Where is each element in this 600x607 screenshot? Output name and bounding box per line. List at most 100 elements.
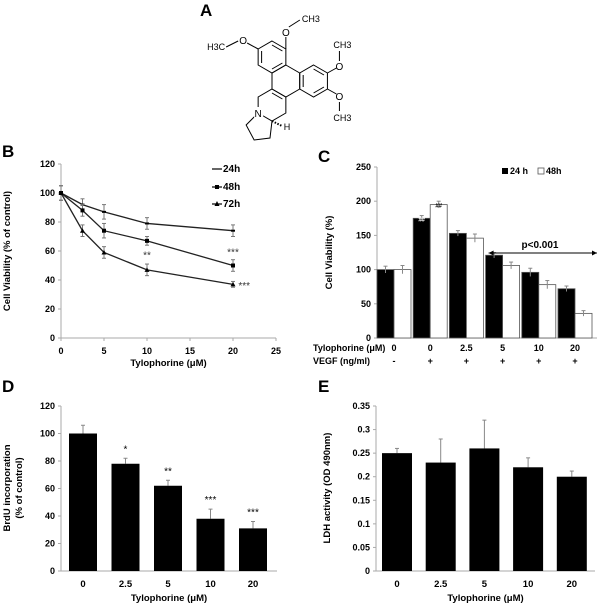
x-tick-label: 25: [271, 346, 281, 356]
bar-20: [239, 528, 267, 571]
oxygen: O: [336, 62, 344, 73]
significance-marker: ***: [227, 247, 239, 258]
y-tick-label: 100: [40, 188, 55, 198]
tylophorine-dose-label: 5: [500, 343, 505, 353]
x-tick-label: 20: [228, 346, 238, 356]
arrow-head-right: [592, 250, 597, 256]
double-bond: [271, 92, 283, 100]
y-tick-label: 200: [356, 196, 371, 206]
significance-marker: ***: [205, 495, 217, 506]
tylophorine-dose-label: 2.5: [460, 343, 473, 353]
double-bond: [271, 44, 283, 52]
bar-48h-20: [574, 312, 593, 339]
bar-24h-2.5: [448, 232, 467, 339]
x-tick-label: 0: [394, 579, 399, 590]
ring-c: [299, 64, 328, 98]
x-tick-label: 20: [248, 579, 259, 590]
tylophorine-structure: [225, 19, 340, 141]
tylophorine-row-label: Tylophorine (μM): [313, 343, 385, 353]
vegf-label: +: [572, 356, 577, 366]
ring-b: [271, 64, 301, 98]
x-axis-label: Tylophorine (μM): [447, 593, 523, 604]
x-axis-label: Tylophorine (μM): [131, 593, 207, 604]
bar-2.5: [425, 462, 456, 571]
y-tick-label: 0.25: [352, 448, 370, 458]
y-tick-label: 20: [45, 304, 55, 314]
x-tick-label: 15: [185, 346, 195, 356]
panel-label-d: D: [2, 377, 14, 396]
x-tick-label: 10: [205, 579, 216, 590]
vegf-label: +: [464, 356, 469, 366]
bar-48h-5: [502, 265, 521, 339]
data-point: [231, 263, 235, 268]
panel-e-y-axis: 0 0.05 0.1 0.15 0.2 0.25 0.3 0.35: [352, 401, 377, 576]
y-axis-label-line2: (% of control): [14, 457, 25, 518]
bar-24h-5: [485, 254, 504, 339]
legend-swatch-48h: [537, 167, 545, 175]
oxygen: O: [282, 28, 290, 39]
n-background: [254, 107, 264, 118]
bar-48h-10: [538, 284, 557, 339]
y-tick-label: 0.1: [357, 519, 370, 529]
legend-label: 24 h: [510, 166, 528, 176]
double-bond: [313, 86, 325, 94]
bar-0: [69, 433, 97, 571]
data-point: [102, 228, 106, 233]
methyl-label: CH3: [333, 40, 351, 50]
tylophorine-dose-label: 0: [391, 343, 396, 353]
vegf-row-label: VEGF (ng/ml): [313, 356, 370, 366]
data-point: [58, 190, 64, 195]
methoxy-bond: [225, 40, 239, 48]
nitrogen-label: N: [255, 109, 262, 120]
x-tick-label: 10: [142, 346, 152, 356]
data-point: [80, 228, 85, 233]
x-tick-label: 5: [165, 579, 171, 590]
y-tick-label: 0.3: [357, 425, 370, 435]
y-tick-label: 250: [356, 162, 371, 172]
tylophorine-dose-label: 0: [428, 343, 433, 353]
tylophorine-dose-label: 20: [570, 343, 580, 353]
y-tick-label: 60: [45, 246, 55, 256]
panel-label-c: C: [318, 147, 330, 166]
ring-a: [257, 40, 287, 74]
bar-24h-0: [376, 269, 395, 339]
methyl-label: CH3: [302, 14, 320, 24]
x-tick-label: 10: [523, 579, 534, 590]
legend-label: 48h: [546, 166, 562, 176]
bar-20: [556, 476, 587, 571]
bar-0: [382, 453, 412, 571]
stereo-bond: [271, 120, 283, 127]
y-tick-label: 0.35: [352, 401, 370, 411]
bar-2.5: [111, 463, 140, 571]
x-tick-label: 2.5: [119, 579, 133, 590]
significance-marker: ***: [247, 508, 259, 519]
data-point: [101, 249, 107, 255]
significance-marker: ##: [435, 204, 442, 210]
legend-swatch-24h: [502, 168, 508, 174]
significance-marker: **: [143, 250, 151, 261]
pyrrolidine-ring: [245, 112, 273, 141]
y-tick-label: 150: [356, 230, 371, 240]
bar-48h-2.5: [465, 237, 484, 339]
x-tick-label: 5: [482, 579, 488, 590]
y-tick-label: 0: [50, 333, 55, 343]
bar-10: [513, 467, 544, 571]
arrow-head-left: [488, 250, 494, 256]
y-tick-label: 50: [361, 299, 371, 309]
panel-label-b: B: [2, 142, 14, 161]
panel-label-a: A: [200, 1, 212, 20]
series-24h: 24h: [59, 164, 240, 237]
x-tick-label: 0: [80, 579, 85, 590]
y-tick-label: 100: [356, 265, 371, 275]
methoxy-bond: [327, 67, 337, 74]
vegf-label: +: [500, 356, 505, 366]
y-tick-label: 0: [365, 566, 370, 576]
y-tick-label: 0.15: [352, 495, 370, 505]
tylophorine-dose-label: 10: [534, 343, 544, 353]
methyl-label: H3C: [207, 42, 226, 52]
x-tick-label: 20: [567, 579, 578, 590]
significance-marker: **: [164, 466, 172, 477]
data-point: [144, 267, 150, 272]
significance-marker: *: [124, 444, 128, 455]
